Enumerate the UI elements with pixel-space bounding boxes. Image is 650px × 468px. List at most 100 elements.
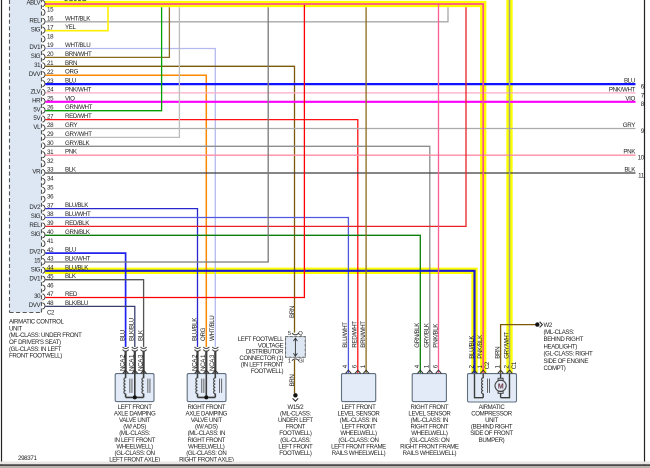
svg-text:RIGHT FRONT: RIGHT FRONT <box>187 437 225 444</box>
svg-text:(GL-CLASS: ON: (GL-CLASS: ON <box>115 450 155 457</box>
svg-text:ZLV: ZLV <box>31 89 42 96</box>
svg-text:FOOTWELL): FOOTWELL) <box>251 368 284 375</box>
svg-text:VOLTAGE: VOLTAGE <box>258 342 284 349</box>
svg-text:31: 31 <box>47 149 54 156</box>
svg-text:37: 37 <box>47 202 54 209</box>
svg-text:35: 35 <box>47 185 54 192</box>
svg-text:VIO: VIO <box>65 95 75 102</box>
svg-text:27: 27 <box>47 113 54 120</box>
svg-text:REL: REL <box>29 17 41 24</box>
svg-text:BUMPER): BUMPER) <box>479 437 505 444</box>
svg-text:28: 28 <box>47 122 54 129</box>
svg-text:GRY/WHT: GRY/WHT <box>503 332 510 359</box>
svg-text:(ML-CLASS: UNDER FRONT: (ML-CLASS: UNDER FRONT <box>9 332 82 339</box>
svg-text:RAILS WHEELWELL): RAILS WHEELWELL) <box>332 450 386 457</box>
svg-text:BLK: BLK <box>65 167 77 174</box>
svg-text:AIRMATIC CONTROL: AIRMATIC CONTROL <box>9 319 65 326</box>
svg-text:GRY/BLK: GRY/BLK <box>424 322 431 347</box>
svg-text:(GL-CLASS: ON: (GL-CLASS: ON <box>338 437 378 444</box>
svg-text:BRN/WHT: BRN/WHT <box>360 321 367 348</box>
svg-text:RIGHT FRONT: RIGHT FRONT <box>411 404 449 411</box>
svg-text:18: 18 <box>47 33 54 40</box>
svg-text:SIG: SIG <box>31 213 41 220</box>
svg-text:GRY: GRY <box>623 122 635 129</box>
svg-text:21: 21 <box>47 60 54 67</box>
svg-text:SIG: SIG <box>31 53 41 60</box>
svg-text:NCA 3: NCA 3 <box>209 354 216 371</box>
svg-text:NCA 2: NCA 2 <box>191 354 198 371</box>
svg-text:RIGHT FRONT: RIGHT FRONT <box>411 424 449 431</box>
svg-text:(ML-CLASS:: (ML-CLASS: <box>280 411 311 418</box>
svg-text:W2: W2 <box>544 322 553 329</box>
svg-text:FRONT FOOTWELL): FRONT FOOTWELL) <box>9 353 62 360</box>
svg-text:BRN: BRN <box>65 60 77 67</box>
svg-text:VR: VR <box>32 169 41 176</box>
svg-text:33: 33 <box>47 167 54 174</box>
svg-text:Q: Q <box>298 331 303 337</box>
svg-text:6: 6 <box>641 84 645 91</box>
svg-text:30: 30 <box>47 140 54 147</box>
svg-text:6: 6 <box>432 364 439 368</box>
svg-text:PNK/BLK: PNK/BLK <box>432 323 439 348</box>
svg-text:19: 19 <box>47 42 54 49</box>
svg-text:BRN/WHT: BRN/WHT <box>65 51 92 58</box>
svg-text:38: 38 <box>47 211 54 218</box>
svg-text:5V: 5V <box>33 106 41 113</box>
svg-text:25: 25 <box>47 96 54 103</box>
svg-text:WHEELWELL): WHEELWELL) <box>340 430 377 437</box>
svg-text:C2: C2 <box>47 310 55 317</box>
svg-text:31: 31 <box>34 62 41 69</box>
svg-text:LEFT FRONT: LEFT FRONT <box>278 443 313 450</box>
svg-text:DV1: DV1 <box>29 44 41 51</box>
svg-text:42: 42 <box>47 247 54 254</box>
svg-text:HEADLIGHT): HEADLIGHT) <box>544 343 578 350</box>
svg-text:C2: C2 <box>484 361 491 369</box>
svg-text:20: 20 <box>47 51 54 58</box>
svg-text:46: 46 <box>47 282 54 289</box>
svg-text:BLK/BLU: BLK/BLU <box>65 300 88 307</box>
svg-text:C1: C1 <box>511 361 518 369</box>
svg-text:REL: REL <box>29 222 41 229</box>
svg-text:BLK: BLK <box>137 329 144 341</box>
svg-text:RIGHT FRONT FRAME: RIGHT FRONT FRAME <box>400 443 459 450</box>
svg-text:10: 10 <box>638 155 645 162</box>
svg-text:IN LEFT FRONT: IN LEFT FRONT <box>114 437 155 444</box>
svg-text:1: 1 <box>288 359 291 365</box>
svg-text:NCA 3: NCA 3 <box>137 354 144 371</box>
svg-text:M: M <box>498 383 504 390</box>
svg-text:WHT/BLU: WHT/BLU <box>65 42 90 49</box>
svg-text:48: 48 <box>47 300 54 307</box>
svg-text:Gl: Gl <box>298 359 303 365</box>
svg-text:WHT/BLU: WHT/BLU <box>209 316 216 341</box>
svg-text:8: 8 <box>641 101 645 108</box>
svg-text:UNIT: UNIT <box>9 325 22 332</box>
svg-text:HR: HR <box>32 97 41 104</box>
svg-text:BLU/BLK: BLU/BLK <box>65 264 89 271</box>
svg-text:NCA 1: NCA 1 <box>129 354 136 371</box>
svg-text:(ML-CLASS: IN: (ML-CLASS: IN <box>188 430 225 437</box>
svg-text:43: 43 <box>47 256 54 263</box>
svg-text:ORG: ORG <box>65 69 79 76</box>
svg-text:2: 2 <box>468 365 475 369</box>
svg-text:2: 2 <box>503 365 510 369</box>
svg-text:RAILS WHEELWELL): RAILS WHEELWELL) <box>403 450 457 457</box>
svg-text:32: 32 <box>47 158 54 165</box>
svg-text:W15/2: W15/2 <box>287 404 304 411</box>
svg-text:WHEELWELL): WHEELWELL) <box>116 443 153 450</box>
svg-text:GRN/BLK: GRN/BLK <box>414 322 421 348</box>
svg-text:BLU: BLU <box>65 78 76 85</box>
svg-text:DV2: DV2 <box>29 249 41 256</box>
svg-text:(IN LEFT FRONT: (IN LEFT FRONT <box>241 362 284 369</box>
svg-text:11: 11 <box>638 172 645 179</box>
svg-text:(GL-CLASS:: (GL-CLASS: <box>280 437 311 444</box>
svg-text:17: 17 <box>47 24 54 31</box>
svg-text:1: 1 <box>477 365 484 369</box>
svg-text:COMPT): COMPT) <box>544 365 566 372</box>
svg-text:PNK/WHT: PNK/WHT <box>609 86 636 93</box>
svg-text:LEVEL SENSOR: LEVEL SENSOR <box>338 411 381 418</box>
svg-text:BLK/BLU: BLK/BLU <box>129 318 136 341</box>
svg-text:298371: 298371 <box>18 455 37 462</box>
svg-text:4: 4 <box>414 364 421 368</box>
svg-text:15: 15 <box>47 7 54 14</box>
svg-text:ABLV: ABLV <box>26 0 41 7</box>
